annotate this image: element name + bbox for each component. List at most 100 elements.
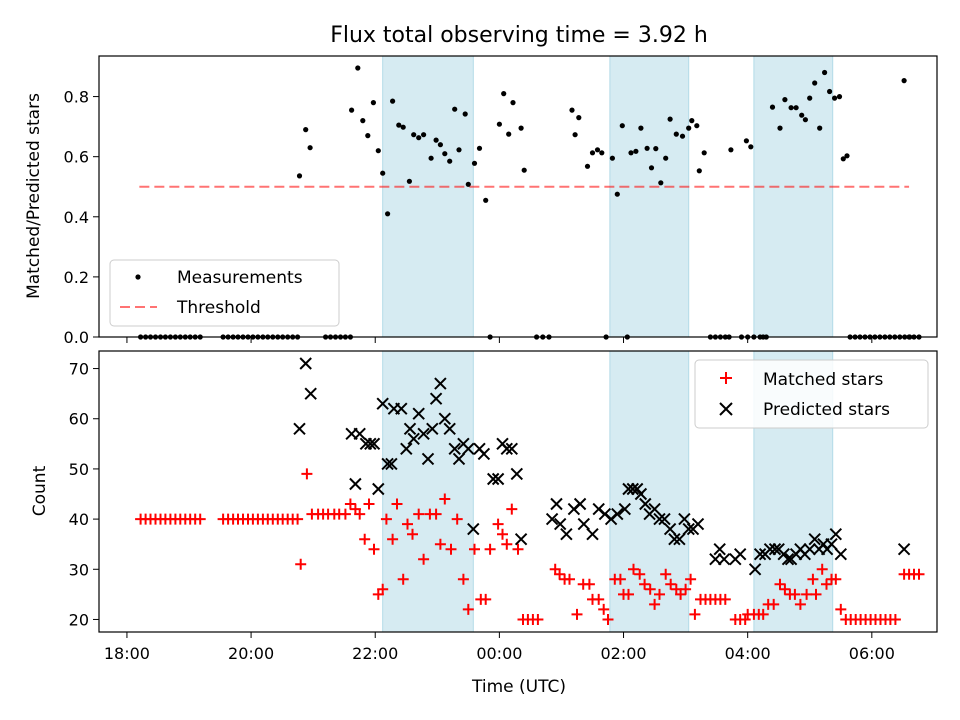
matched-star-marker xyxy=(816,563,828,575)
measurement-point xyxy=(638,125,644,131)
bottom-y-tick-label: 40 xyxy=(69,510,89,529)
measurement-point xyxy=(572,132,578,138)
predicted-star-marker xyxy=(713,542,726,556)
matched-star-marker xyxy=(391,498,403,510)
measurement-point xyxy=(594,147,601,153)
measurement-point xyxy=(658,180,664,186)
measurement-point xyxy=(653,146,659,152)
matched-star-marker xyxy=(779,583,791,595)
x-tick-label: 22:00 xyxy=(352,644,398,663)
matched-star-marker xyxy=(354,508,366,520)
predicted-stars-markers xyxy=(293,357,911,576)
measurement-point xyxy=(385,211,391,217)
bottom-y-tick-label: 30 xyxy=(69,560,89,579)
predicted-star-marker xyxy=(353,427,366,441)
matched-star-marker xyxy=(623,588,634,600)
matched-star-marker xyxy=(377,583,389,595)
measurement-point xyxy=(609,155,616,161)
predicted-star-marker xyxy=(514,532,528,546)
measurement-point xyxy=(476,145,483,151)
bottom-y-tick-label: 70 xyxy=(69,360,89,379)
measurement-point xyxy=(370,100,376,106)
predicted-star-marker xyxy=(299,357,312,370)
predicted-star-marker xyxy=(443,422,456,436)
top-y-axis-ticks: 0.0 0.2 0.4 0.6 0.8 xyxy=(64,88,99,347)
predicted-star-marker xyxy=(477,447,491,461)
matched-stars-markers xyxy=(135,468,925,625)
matched-star-marker xyxy=(768,598,780,610)
predicted-star-marker xyxy=(462,442,475,456)
measurement-point xyxy=(465,181,471,187)
measurement-point xyxy=(433,137,439,143)
top-legend-box xyxy=(109,259,340,327)
predicted-star-marker xyxy=(364,437,377,451)
legend-marker-measurements xyxy=(135,274,141,280)
x-tick-label: 02:00 xyxy=(600,644,646,663)
predicted-star-marker xyxy=(626,482,640,496)
measurement-point xyxy=(633,148,639,154)
predicted-star-marker xyxy=(678,512,691,526)
matched-star-marker xyxy=(564,573,575,585)
measurement-point xyxy=(679,133,686,139)
matched-star-marker xyxy=(554,568,566,580)
predicted-star-marker xyxy=(634,487,648,501)
measurement-point xyxy=(521,167,527,173)
measurement-point xyxy=(836,94,843,100)
matched-star-marker xyxy=(532,614,544,625)
matched-star-marker xyxy=(380,513,392,525)
predicted-star-marker xyxy=(553,517,567,531)
top-y-axis-label: Matched/Predicted stars xyxy=(24,93,44,299)
predicted-star-marker xyxy=(682,522,695,536)
matched-star-marker xyxy=(794,598,806,610)
measurement-point xyxy=(510,100,516,106)
predicted-star-marker xyxy=(691,517,705,531)
top-plot-frame xyxy=(98,55,938,338)
measurement-point xyxy=(421,132,427,138)
measurement-point xyxy=(827,88,833,95)
predicted-star-marker xyxy=(385,457,398,471)
bottom-legend-box xyxy=(694,359,929,429)
measurement-point xyxy=(303,127,309,133)
predicted-star-marker xyxy=(586,527,599,541)
predicted-star-marker xyxy=(808,532,821,546)
predicted-star-marker xyxy=(577,517,591,531)
predicted-star-marker xyxy=(304,387,317,400)
matched-star-marker xyxy=(689,608,701,620)
predicted-star-marker xyxy=(429,392,443,405)
measurement-point xyxy=(496,121,502,127)
measurement-point xyxy=(456,147,462,153)
measurement-point xyxy=(812,80,818,86)
predicted-star-marker xyxy=(500,442,514,456)
measurement-point xyxy=(844,153,850,159)
predicted-star-marker xyxy=(639,497,652,511)
legend-label-matched: Matched stars xyxy=(763,370,883,390)
measurement-point xyxy=(694,123,700,129)
predicted-star-marker xyxy=(897,542,911,556)
predicted-star-marker xyxy=(367,437,381,451)
legend-label-measurements: Measurements xyxy=(177,268,303,288)
measurement-point xyxy=(788,105,794,111)
predicted-star-marker xyxy=(717,552,731,566)
predicted-star-marker xyxy=(417,427,430,441)
matched-star-marker xyxy=(368,543,380,555)
predicted-star-marker xyxy=(560,527,573,541)
observing-window-0 xyxy=(382,55,474,338)
x-tick-label: 04:00 xyxy=(725,644,771,663)
top-y-tick-label: 0.2 xyxy=(64,268,89,287)
matched-star-marker xyxy=(649,598,661,610)
matched-star-marker xyxy=(439,493,451,505)
bottom-plot-frame xyxy=(98,350,938,633)
measurement-point xyxy=(701,150,707,156)
measurement-point xyxy=(807,95,813,101)
measurement-point xyxy=(375,148,381,154)
matched-star-marker xyxy=(418,553,430,565)
matched-star-marker xyxy=(675,588,687,600)
measurement-point xyxy=(307,145,313,151)
matched-star-marker xyxy=(492,518,504,530)
predicted-star-marker xyxy=(395,402,408,415)
matched-star-marker xyxy=(801,588,813,600)
legend-marker-predicted xyxy=(719,402,733,416)
measurement-point xyxy=(501,91,507,97)
x-tick-label: 18:00 xyxy=(104,644,150,663)
